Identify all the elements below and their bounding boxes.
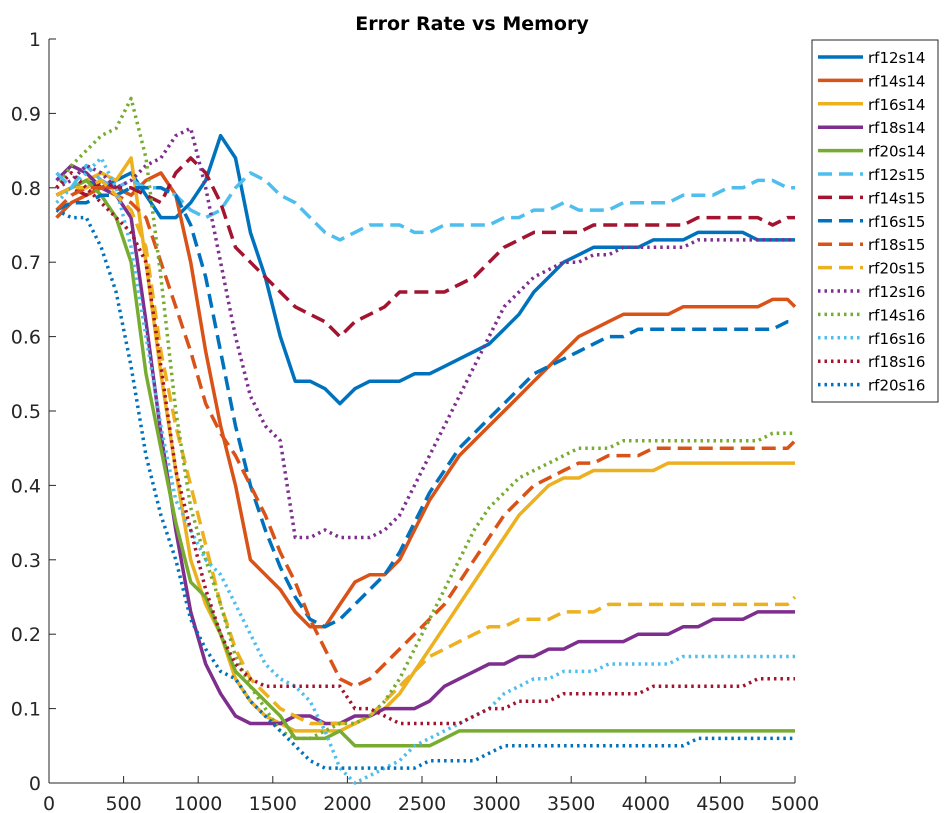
legend-label-rf16s15: rf16s15 <box>868 213 925 231</box>
legend-box <box>811 39 939 403</box>
x-tick-label: 1000 <box>174 793 222 813</box>
legend-label-rf16s16: rf16s16 <box>868 330 925 348</box>
y-tick-label: 0.9 <box>11 103 41 125</box>
y-axis-ticks: 0 0.1 0.2 0.3 0.4 0.5 0.6 0.7 0.8 0.9 1 <box>11 29 56 795</box>
series-line-rf14s14 <box>55 171 797 629</box>
y-tick-label: 0 <box>29 773 41 795</box>
legend-label-rf20s16: rf20s16 <box>868 377 925 395</box>
series-line-rf16s14 <box>55 156 795 733</box>
x-tick-label: 4000 <box>622 793 670 813</box>
x-tick-label: 500 <box>105 793 141 813</box>
y-tick-label: 0.1 <box>11 699 41 721</box>
legend-items: rf12s14 rf14s14 rf16s14 rf18s14 rf20s14 rf12s… <box>818 49 925 395</box>
legend-label-rf20s15: rf20s15 <box>868 260 925 278</box>
series-line-rf14s15 <box>55 156 795 339</box>
legend-label-rf18s16: rf18s16 <box>868 353 925 371</box>
legend-label-rf18s14: rf18s14 <box>868 119 925 137</box>
x-tick-label: 3000 <box>472 793 520 813</box>
y-tick-label: 0.5 <box>11 401 41 423</box>
legend-label-rf14s15: rf14s15 <box>868 189 925 207</box>
x-tick-label: 5000 <box>771 793 819 813</box>
y-tick-label: 0.3 <box>11 550 41 572</box>
plot-area: 0 500 1000 1500 2000 2500 3000 3500 4000 4500 5000… <box>11 29 819 813</box>
legend-label-rf18s15: rf18s15 <box>868 236 925 254</box>
legend-label-rf14s14: rf14s14 <box>868 72 925 90</box>
y-tick-label: 0.4 <box>11 475 41 497</box>
series-line-rf12s14 <box>55 133 795 406</box>
chart-title: Error Rate vs Memory <box>355 13 589 35</box>
series-line-rf18s15 <box>55 186 797 689</box>
x-tick-label: 2500 <box>398 793 446 813</box>
legend-label-rf12s16: rf12s16 <box>868 283 925 301</box>
x-tick-label: 3500 <box>547 793 595 813</box>
x-tick-label: 1500 <box>249 793 297 813</box>
x-tick-label: 0 <box>43 793 55 813</box>
x-tick-label: 4500 <box>696 793 744 813</box>
series-line-rf20s15 <box>55 178 797 726</box>
x-tick-label: 2000 <box>323 793 371 813</box>
series-line-rf20s14 <box>55 178 795 748</box>
y-tick-label: 1 <box>29 29 41 51</box>
series-line-rf12s15 <box>55 163 795 242</box>
series-line-rf20s16 <box>55 208 795 770</box>
series-line-rf16s16 <box>55 156 795 785</box>
legend-label-rf16s14: rf16s14 <box>868 96 925 114</box>
y-tick-label: 0.2 <box>11 624 41 646</box>
y-tick-label: 0.8 <box>11 178 41 200</box>
legend-label-rf20s14: rf20s14 <box>868 143 925 161</box>
series-line-rf16s15 <box>55 186 795 629</box>
y-tick-label: 0.6 <box>11 327 41 349</box>
series-lines <box>55 96 797 785</box>
legend-label-rf12s15: rf12s15 <box>868 166 925 184</box>
legend-label-rf12s14: rf12s14 <box>868 49 925 67</box>
legend: rf12s14 rf14s14 rf16s14 rf18s14 rf20s14 rf12s… <box>811 39 939 403</box>
legend-label-rf14s16: rf14s16 <box>868 306 925 324</box>
y-tick-label: 0.7 <box>11 252 41 274</box>
series-line-rf18s14 <box>55 163 795 726</box>
x-axis-ticks: 0 500 1000 1500 2000 2500 3000 3500 4000 4500 5000 <box>43 776 819 813</box>
